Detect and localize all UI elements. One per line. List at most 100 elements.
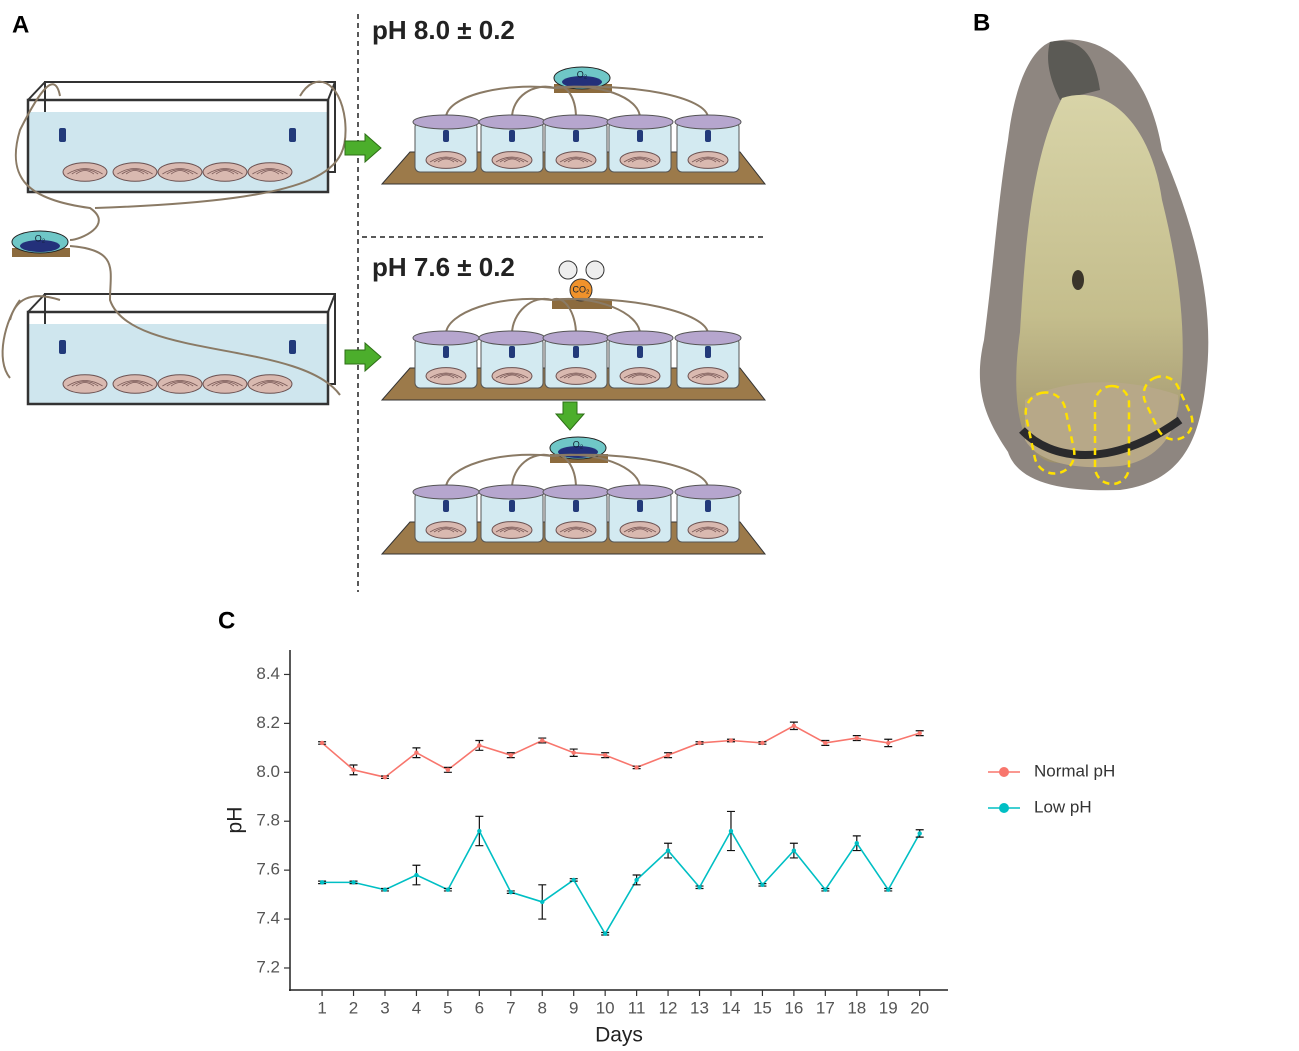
oyster-ridge xyxy=(559,156,593,163)
condition: pH 7.6 ± 0.2 xyxy=(372,252,515,282)
point xyxy=(760,740,765,746)
regulator xyxy=(569,278,593,302)
oyster-ridge xyxy=(433,157,459,163)
tank-edge xyxy=(27,81,46,101)
sensor xyxy=(637,130,643,142)
point xyxy=(540,738,545,743)
oyster-ridge xyxy=(207,380,243,387)
pump-base xyxy=(562,76,602,88)
oyster-ridge xyxy=(252,168,288,175)
oyster-ridge xyxy=(211,381,239,387)
sensor xyxy=(289,340,296,354)
oyster xyxy=(491,367,533,385)
oyster-ridge xyxy=(499,373,525,379)
oyster-ridge xyxy=(567,528,585,533)
sensor xyxy=(705,130,711,142)
jar-lid xyxy=(606,114,674,130)
legend-label: Normal pH xyxy=(1034,761,1115,780)
tube xyxy=(445,85,556,119)
y-tick-label: 7.6 xyxy=(256,860,280,879)
tube xyxy=(511,453,553,489)
oyster xyxy=(491,521,533,539)
point xyxy=(917,831,922,836)
oyster-ridge xyxy=(429,372,463,379)
oyster xyxy=(619,367,661,385)
tube xyxy=(554,85,709,119)
tank-front xyxy=(26,310,330,406)
tank-front xyxy=(26,98,330,194)
oyster-ridge xyxy=(260,170,280,175)
point xyxy=(445,887,451,892)
sensor xyxy=(637,500,643,512)
jar-lid xyxy=(542,114,610,130)
oyster-ridge xyxy=(166,381,194,387)
oyster-ridge xyxy=(162,380,198,387)
point xyxy=(728,738,734,743)
oyster-ridge xyxy=(627,373,653,379)
oyster-photo xyxy=(979,39,1209,491)
point xyxy=(382,774,388,780)
oyster xyxy=(425,151,467,169)
oyster xyxy=(491,151,533,169)
point xyxy=(571,877,576,883)
jar-lid xyxy=(674,330,742,346)
jar-lid xyxy=(412,484,480,500)
x-axis-title: Days xyxy=(595,1024,643,1047)
oyster-ridge xyxy=(503,158,521,163)
point xyxy=(602,752,608,758)
oyster-ridge xyxy=(437,158,455,163)
oyster xyxy=(112,162,158,182)
jar-lid xyxy=(542,484,610,500)
oyster xyxy=(687,521,729,539)
point xyxy=(351,880,356,885)
oyster-ridge xyxy=(117,380,153,387)
oyster-ridge xyxy=(437,528,455,533)
oyster xyxy=(619,521,661,539)
oyster-ridge xyxy=(695,527,721,533)
oyster-ridge xyxy=(567,158,585,163)
x-tick-label: 7 xyxy=(506,998,515,1017)
oyster xyxy=(112,374,158,394)
oyster-ridge xyxy=(495,156,529,163)
oyster-ridge xyxy=(567,374,585,379)
device-label: CO₂ xyxy=(573,284,591,294)
device-label: O₂ xyxy=(577,69,588,79)
point xyxy=(319,880,325,885)
x-tick-label: 9 xyxy=(569,998,578,1017)
x-tick-label: 16 xyxy=(784,998,803,1017)
oyster xyxy=(687,151,729,169)
point xyxy=(823,740,828,746)
jar-lid xyxy=(606,330,674,346)
jar-lid xyxy=(412,330,480,346)
x-tick-label: 13 xyxy=(690,998,709,1017)
legend-point xyxy=(999,803,1009,813)
tube xyxy=(511,85,556,119)
oyster-ridge xyxy=(631,528,649,533)
oyster xyxy=(247,374,293,394)
y-tick-label: 8.2 xyxy=(256,713,280,732)
point xyxy=(823,887,828,892)
x-tick-label: 12 xyxy=(659,998,678,1017)
sensor xyxy=(289,128,296,142)
series-line xyxy=(321,724,920,779)
oyster-ridge xyxy=(623,526,657,533)
oyster-ridge xyxy=(429,156,463,163)
x-tick-label: 11 xyxy=(628,998,646,1017)
y-axis-title: pH xyxy=(224,807,247,834)
tube xyxy=(69,245,341,396)
oyster xyxy=(555,367,597,385)
jar-lid xyxy=(674,484,742,500)
oyster-ridge xyxy=(691,156,725,163)
oyster-ridge xyxy=(503,528,521,533)
sensor xyxy=(573,130,579,142)
x-tick-label: 4 xyxy=(412,998,421,1017)
x-tick-label: 18 xyxy=(847,998,866,1017)
tube xyxy=(511,297,553,335)
x-tick-label: 3 xyxy=(380,998,389,1017)
oyster-ridge xyxy=(691,372,725,379)
arrow xyxy=(344,341,382,373)
oyster-ridge xyxy=(207,168,243,175)
chart: Days pH 7.27.47.67.88.08.28.41 2 3 4 5 6 7 8 9 10… xyxy=(224,650,1115,1047)
point xyxy=(477,828,482,834)
oyster-ridge xyxy=(170,170,190,175)
